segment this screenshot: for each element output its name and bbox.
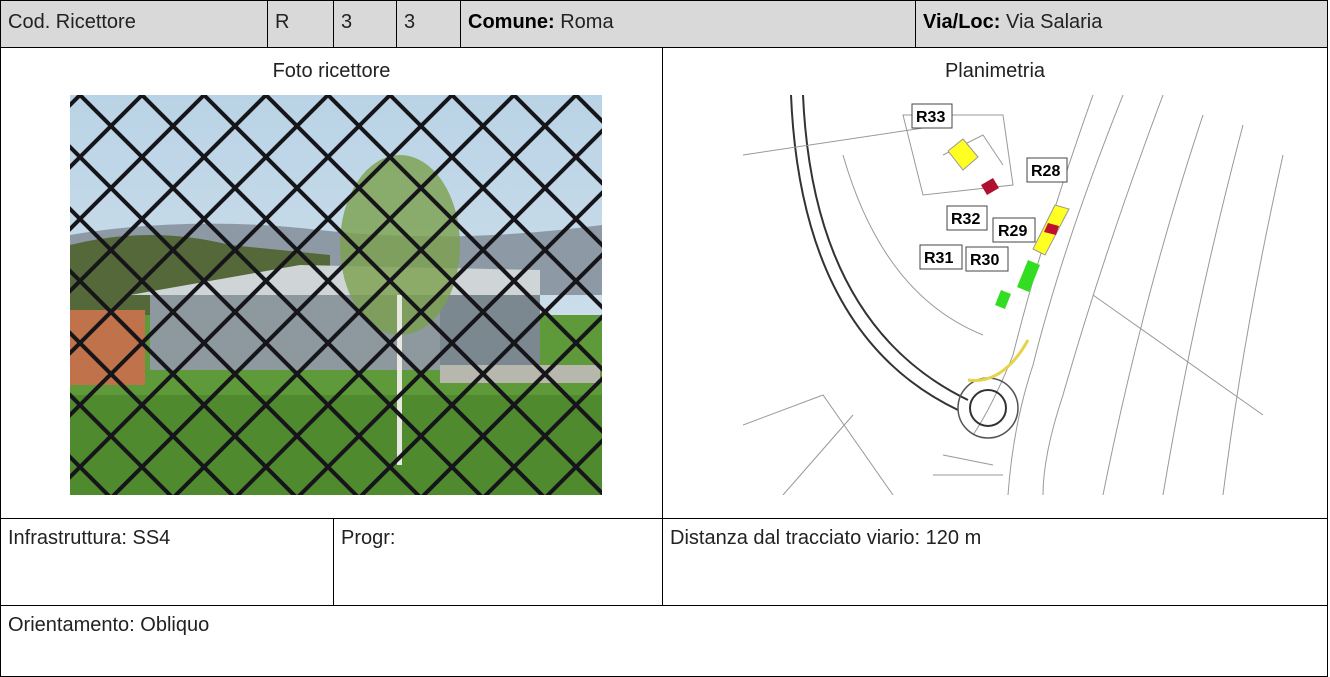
photo-cell: Foto ricettore	[0, 47, 663, 519]
progr: Progr:	[333, 518, 663, 606]
code-part: 3	[333, 0, 397, 48]
map-title: Planimetria	[944, 60, 1046, 82]
comune-value: Roma	[560, 11, 614, 33]
map: R33 R28 R32 R29 R31 R30	[743, 95, 1284, 495]
comune-label: Comune:	[468, 11, 555, 33]
comune-cell: Comune: Roma	[460, 0, 916, 48]
map-label: R29	[998, 223, 1027, 240]
photo-title: Foto ricettore	[272, 60, 391, 82]
map-label: R28	[1031, 163, 1060, 180]
map-label: R32	[951, 211, 980, 228]
orientamento: Orientamento: Obliquo	[0, 605, 1328, 677]
via-value: Via Salaria	[1006, 11, 1103, 33]
code-label: Cod. Ricettore	[0, 0, 268, 48]
code-part: R	[267, 0, 334, 48]
via-label: Via/Loc:	[923, 11, 1001, 33]
code-part: 3	[396, 0, 461, 48]
photo	[70, 95, 602, 495]
via-cell: Via/Loc: Via Salaria	[915, 0, 1328, 48]
infrastruttura: Infrastruttura: SS4	[0, 518, 334, 606]
map-cell: Planimetria	[662, 47, 1328, 519]
map-label: R31	[924, 250, 953, 267]
distanza: Distanza dal tracciato viario: 120 m	[662, 518, 1328, 606]
map-label: R33	[916, 109, 945, 126]
map-label: R30	[970, 252, 999, 269]
